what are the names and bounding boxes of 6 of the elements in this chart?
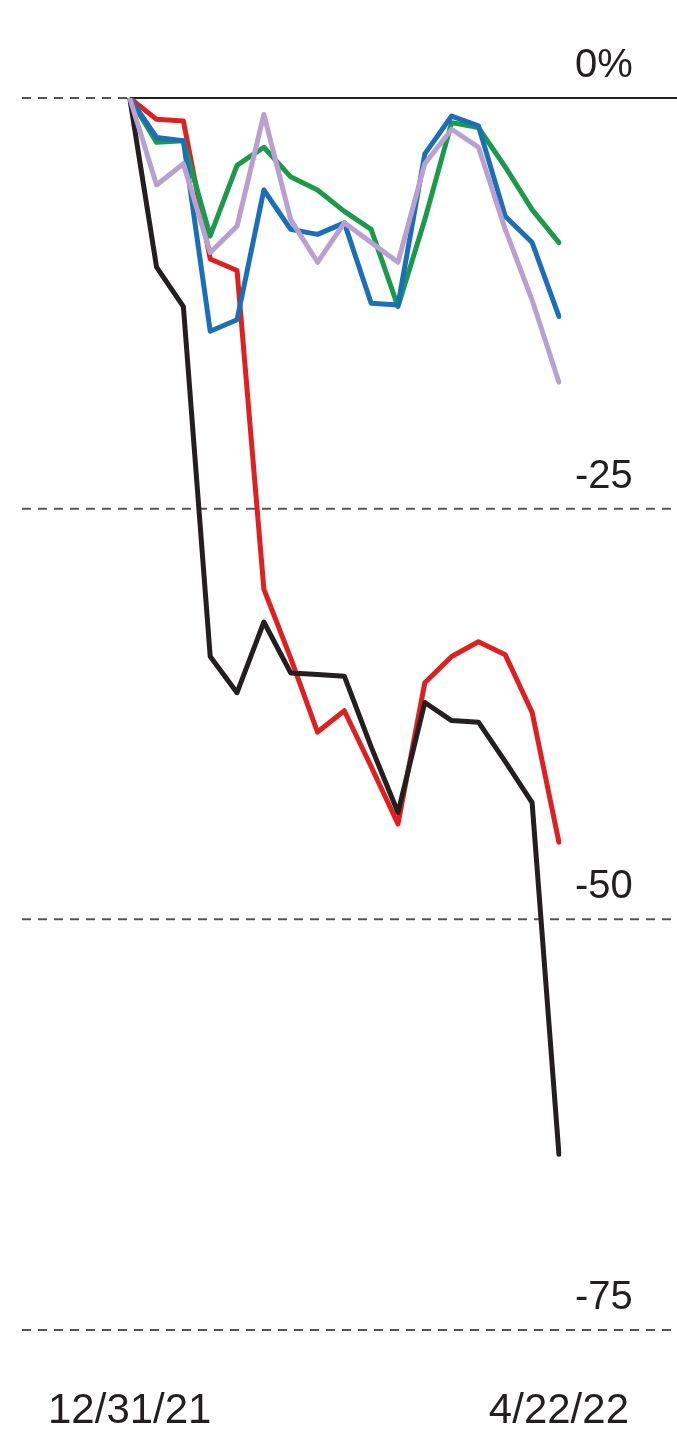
- y-tick-label: -50: [574, 862, 633, 907]
- y-tick-label: -75: [574, 1273, 633, 1318]
- x-tick-label: 4/22/22: [488, 1384, 630, 1432]
- x-tick-label: 12/31/21: [47, 1384, 212, 1432]
- y-tick-label: -25: [574, 451, 633, 496]
- y-tick-label: 0%: [574, 41, 633, 86]
